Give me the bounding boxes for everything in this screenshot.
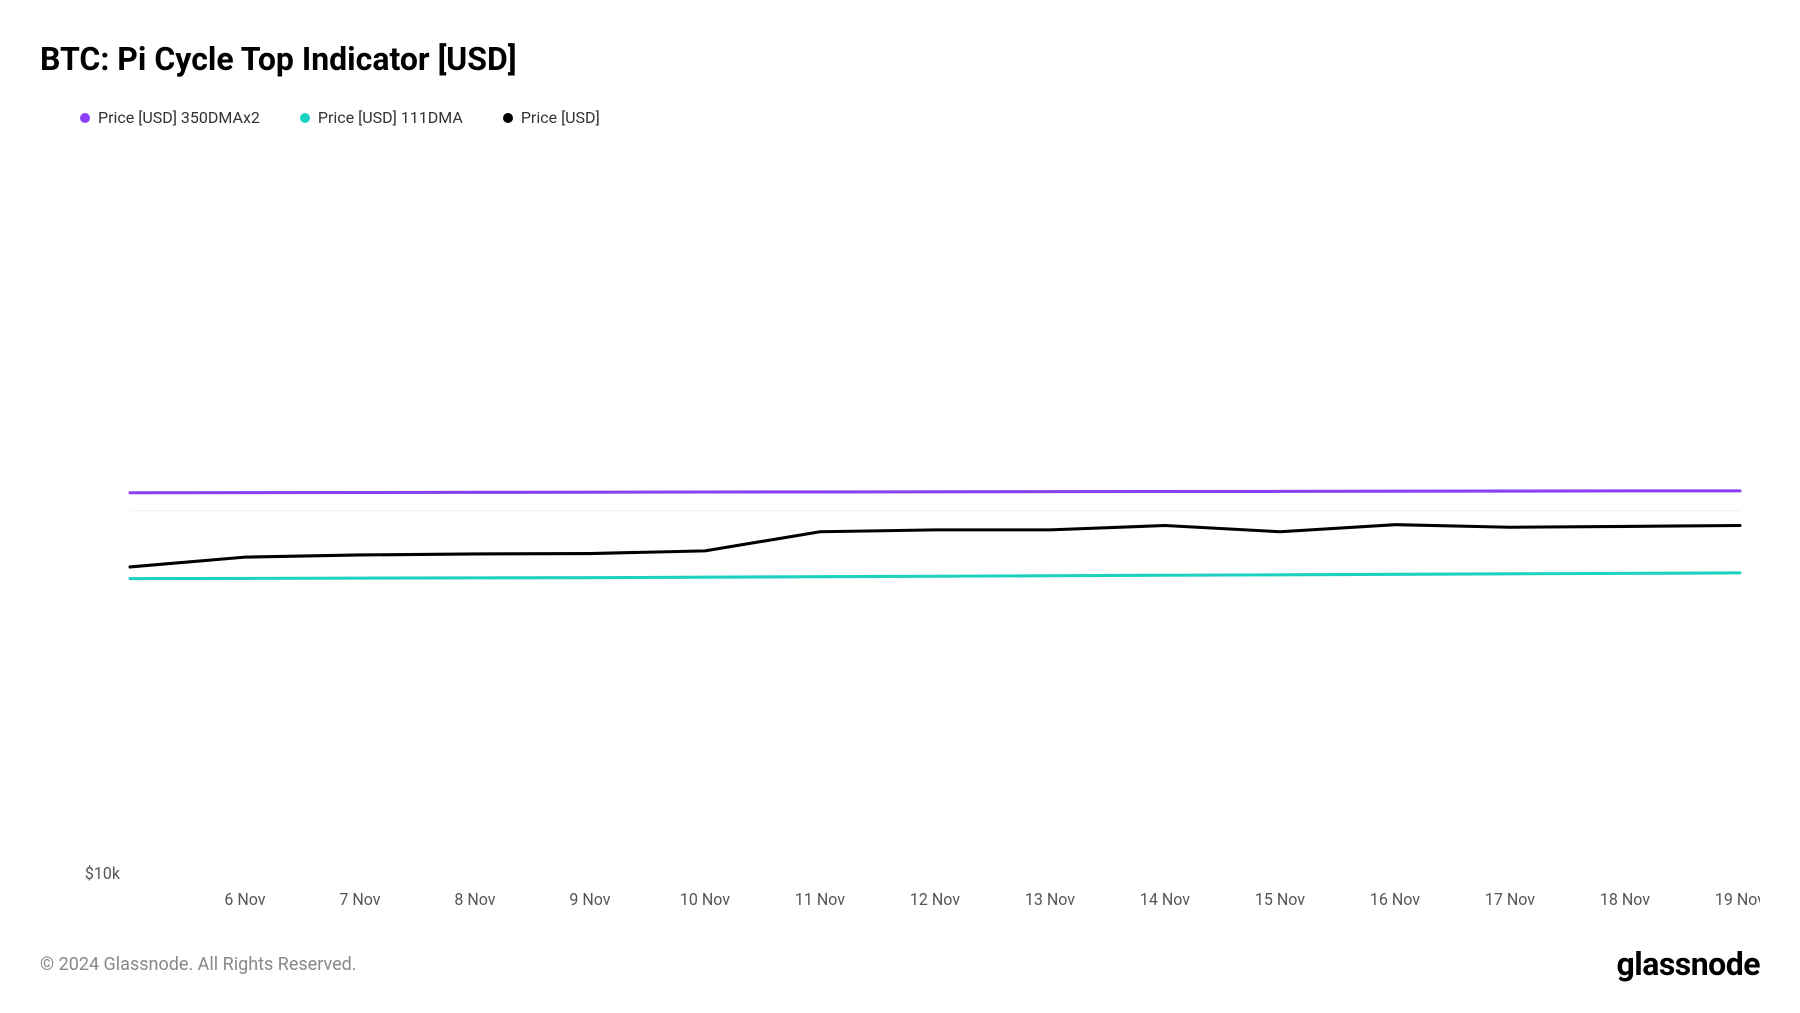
- svg-text:13 Nov: 13 Nov: [1025, 890, 1075, 909]
- brand-logo: glassnode: [1616, 945, 1760, 983]
- svg-text:19 Nov: 19 Nov: [1715, 890, 1760, 909]
- svg-text:7 Nov: 7 Nov: [339, 890, 380, 909]
- svg-text:10 Nov: 10 Nov: [680, 890, 730, 909]
- legend-item-350dma[interactable]: Price [USD] 350DMAx2: [80, 108, 260, 127]
- svg-text:15 Nov: 15 Nov: [1255, 890, 1305, 909]
- legend: Price [USD] 350DMAx2 Price [USD] 111DMA …: [80, 108, 1760, 127]
- legend-marker-icon: [80, 113, 90, 123]
- series-350DMAx2: [130, 491, 1740, 493]
- legend-label: Price [USD] 350DMAx2: [98, 108, 260, 127]
- svg-text:8 Nov: 8 Nov: [454, 890, 495, 909]
- legend-item-111dma[interactable]: Price [USD] 111DMA: [300, 108, 463, 127]
- series-111DMA: [130, 573, 1740, 579]
- chart-title: BTC: Pi Cycle Top Indicator [USD]: [40, 40, 1760, 78]
- svg-text:6 Nov: 6 Nov: [224, 890, 265, 909]
- legend-item-price[interactable]: Price [USD]: [503, 108, 600, 127]
- legend-marker-icon: [503, 113, 513, 123]
- legend-label: Price [USD] 111DMA: [318, 108, 463, 127]
- svg-text:14 Nov: 14 Nov: [1140, 890, 1190, 909]
- svg-text:16 Nov: 16 Nov: [1370, 890, 1420, 909]
- footer: © 2024 Glassnode. All Rights Reserved. g…: [40, 915, 1760, 983]
- svg-text:18 Nov: 18 Nov: [1600, 890, 1650, 909]
- svg-text:11 Nov: 11 Nov: [795, 890, 845, 909]
- chart-plot-area: $10k 6 Nov 7 Nov 8 Nov 9 Nov 10 Nov 11 Nov 12 N…: [40, 137, 1760, 915]
- legend-label: Price [USD]: [521, 108, 600, 127]
- copyright-text: © 2024 Glassnode. All Rights Reserved.: [40, 954, 357, 975]
- svg-text:17 Nov: 17 Nov: [1485, 890, 1535, 909]
- svg-text:9 Nov: 9 Nov: [569, 890, 610, 909]
- svg-text:$10k: $10k: [85, 864, 121, 883]
- svg-text:12 Nov: 12 Nov: [910, 890, 960, 909]
- series-Price: [130, 525, 1740, 567]
- legend-marker-icon: [300, 113, 310, 123]
- chart-svg: $10k 6 Nov 7 Nov 8 Nov 9 Nov 10 Nov 11 Nov 12 N…: [40, 137, 1760, 915]
- chart-container: BTC: Pi Cycle Top Indicator [USD] Price …: [0, 0, 1800, 1013]
